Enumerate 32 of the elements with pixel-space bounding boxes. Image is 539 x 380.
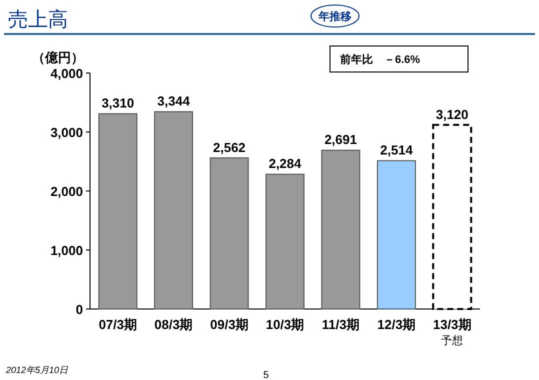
x-tick-label: 08/3期	[154, 317, 193, 332]
bar	[98, 113, 138, 310]
data-label: 2,284	[268, 156, 302, 172]
data-label: 2,514	[380, 142, 414, 158]
bar	[154, 111, 194, 310]
x-tick-label: 07/3期	[98, 317, 138, 332]
data-label: 3,120	[436, 106, 468, 122]
text: 年推移	[318, 10, 352, 23]
bar	[321, 150, 360, 310]
y-tick-label: 3,000	[50, 125, 83, 140]
text: 前年比 －6.6%	[339, 53, 420, 66]
x-tick-label: 11/3期	[322, 317, 360, 332]
bar	[376, 160, 416, 310]
y-axis-title: （億円）	[32, 50, 84, 65]
y-tick-label: 4,000	[50, 66, 83, 81]
bar	[266, 174, 304, 310]
bar	[210, 157, 249, 310]
x-tick-label: 12/3期	[377, 317, 416, 332]
data-label: 3,310	[102, 96, 134, 111]
text: 予想	[441, 334, 464, 347]
text: 5	[263, 370, 270, 380]
x-tick-label: 09/3期	[210, 317, 248, 332]
x-tick-label: 10/3期	[266, 317, 304, 332]
y-tick-label: 1,000	[50, 243, 83, 258]
data-label: 2,691	[324, 132, 357, 148]
data-label: 3,344	[157, 94, 191, 109]
y-tick-label: 0	[76, 302, 83, 317]
text: 2012年5月10日	[5, 365, 70, 375]
chart-title: 売上高	[8, 8, 68, 31]
data-label: 2,562	[213, 140, 246, 155]
y-tick-label: 2,000	[50, 184, 83, 199]
x-tick-label: 13/3期	[432, 317, 472, 332]
